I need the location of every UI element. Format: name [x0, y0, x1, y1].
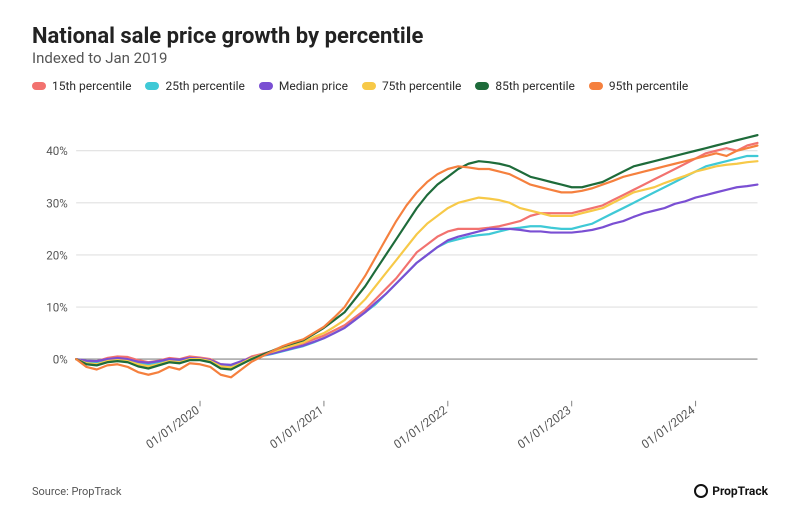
chart-title: National sale price growth by percentile	[32, 24, 768, 49]
brand-logo: PropTrack	[694, 484, 768, 498]
legend-swatch	[475, 82, 489, 90]
series-p15	[76, 143, 757, 365]
legend-item-p75: 75th percentile	[362, 79, 461, 93]
legend-swatch	[32, 82, 46, 90]
legend-label: Median price	[279, 79, 348, 93]
chart-footer: Source: PropTrack PropTrack	[32, 484, 768, 498]
legend-swatch	[259, 82, 273, 90]
legend-swatch	[362, 82, 376, 90]
legend-item-p95: 95th percentile	[589, 79, 688, 93]
series-median	[76, 185, 757, 365]
brand-logo-icon	[694, 484, 708, 498]
source-label: Source: PropTrack	[32, 485, 121, 498]
legend-label: 15th percentile	[52, 79, 131, 93]
x-tick-label: 01/01/2023	[515, 403, 573, 452]
chart-plot-area: 0% 10% 20% 30% 40% 01/01/2020 01/01/2021 01/01/…	[32, 118, 768, 452]
y-tick-label: 30%	[46, 196, 68, 210]
legend-item-p85: 85th percentile	[475, 79, 574, 93]
chart-subtitle: Indexed to Jan 2019	[32, 49, 768, 67]
legend-label: 95th percentile	[609, 79, 688, 93]
legend-swatch	[145, 82, 159, 90]
legend-label: 75th percentile	[382, 79, 461, 93]
legend-item-p15: 15th percentile	[32, 79, 131, 93]
legend-item-p25: 25th percentile	[145, 79, 244, 93]
legend-item-median: Median price	[259, 79, 348, 93]
chart-svg: 0% 10% 20% 30% 40% 01/01/2020 01/01/2021 01/01/…	[32, 118, 768, 452]
chart-card: National sale price growth by percentile…	[0, 0, 800, 512]
legend-swatch	[589, 82, 603, 90]
y-tick-label: 10%	[46, 300, 68, 314]
y-tick-label: 0%	[53, 352, 68, 366]
x-tick-label: 01/01/2024	[639, 402, 697, 451]
y-tick-label: 20%	[46, 248, 68, 262]
legend-label: 25th percentile	[165, 79, 244, 93]
x-tick-label: 01/01/2020	[144, 402, 202, 451]
legend-label: 85th percentile	[495, 79, 574, 93]
chart-legend: 15th percentile 25th percentile Median pri…	[32, 79, 768, 93]
x-tick-label: 01/01/2022	[391, 402, 449, 451]
y-tick-label: 40%	[46, 144, 68, 158]
x-tick-label: 01/01/2021	[267, 403, 325, 452]
brand-label: PropTrack	[712, 484, 768, 498]
